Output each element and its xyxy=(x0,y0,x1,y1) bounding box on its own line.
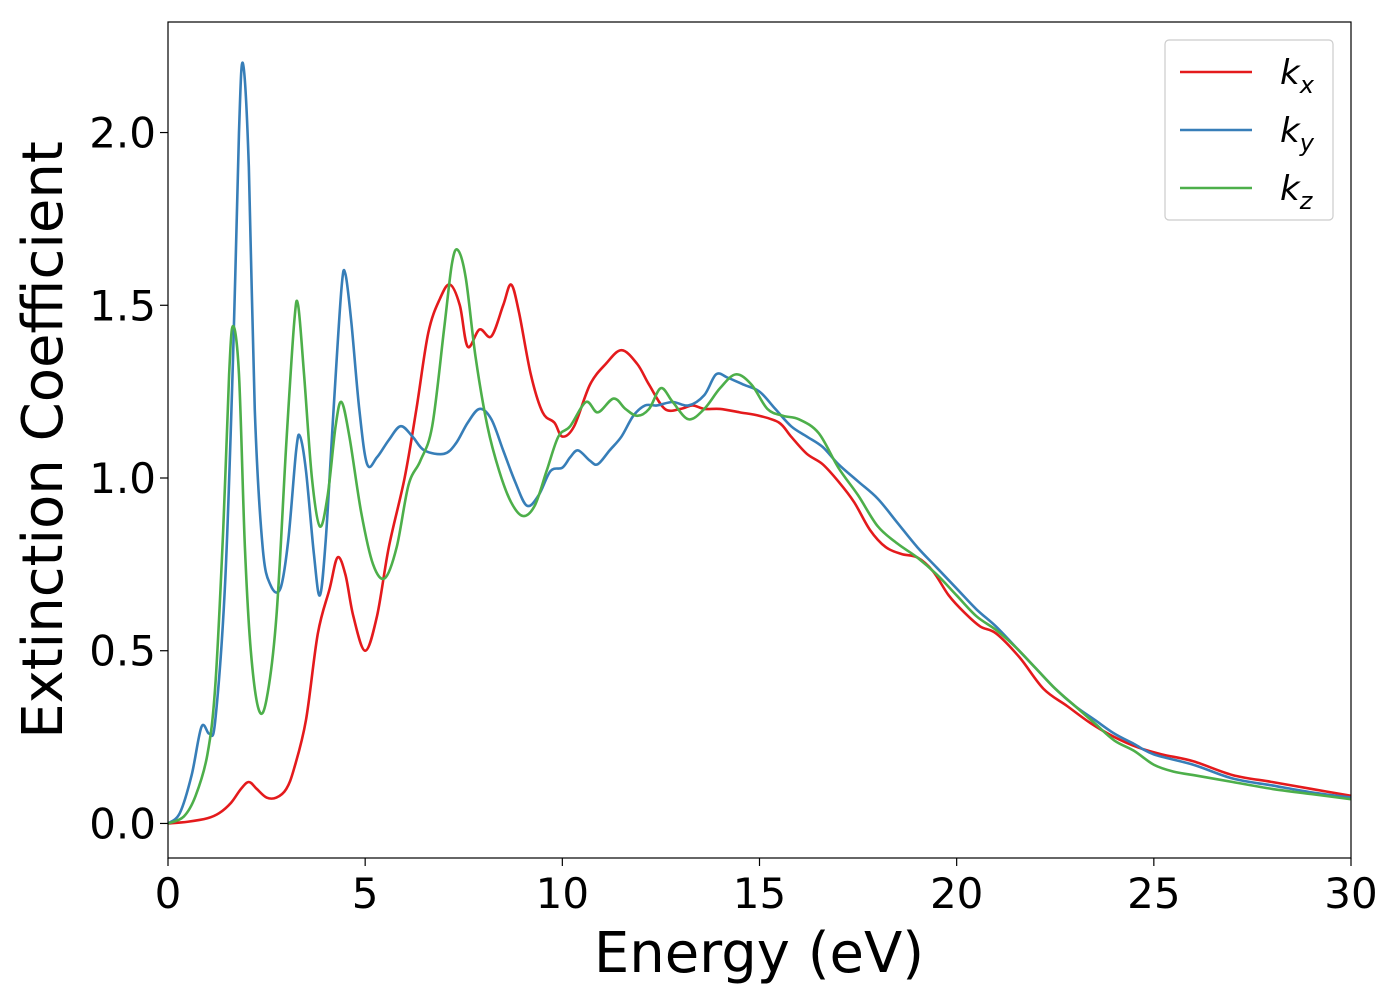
x-tick-label: 15 xyxy=(733,869,786,918)
x-tick-label: 20 xyxy=(930,869,983,918)
x-tick-label: 30 xyxy=(1324,869,1377,918)
series-layer xyxy=(167,61,1352,825)
legend-label-z: kz xyxy=(1280,169,1314,215)
y-axis-label: Extinction Coefficient xyxy=(11,141,76,739)
y-ticks: 0.0 0.5 1.0 1.5 2.0 xyxy=(89,109,168,848)
x-tick-label: 10 xyxy=(536,869,589,918)
x-axis-label: Energy (eV) xyxy=(594,921,924,986)
y-tick-label: 0.5 xyxy=(89,627,156,676)
x-tick-label: 25 xyxy=(1127,869,1180,918)
x-ticks: 0 5 10 15 20 25 30 xyxy=(155,858,1378,918)
legend-label-y: ky xyxy=(1280,111,1315,157)
x-tick-label: 0 xyxy=(155,869,182,918)
series-line-x xyxy=(167,283,1352,825)
legend-entries: kx ky kz xyxy=(1180,53,1315,215)
y-tick-label: 0.0 xyxy=(89,799,156,848)
legend: kx ky kz xyxy=(1164,39,1334,221)
legend-label-x: kx xyxy=(1280,53,1315,99)
series-line-y xyxy=(167,61,1352,825)
y-tick-label: 1.0 xyxy=(89,454,156,503)
y-tick-label: 2.0 xyxy=(89,109,156,158)
series-line-z xyxy=(167,248,1352,825)
plot-background xyxy=(168,22,1351,858)
y-tick-label: 1.5 xyxy=(89,281,156,330)
x-tick-label: 5 xyxy=(352,869,379,918)
